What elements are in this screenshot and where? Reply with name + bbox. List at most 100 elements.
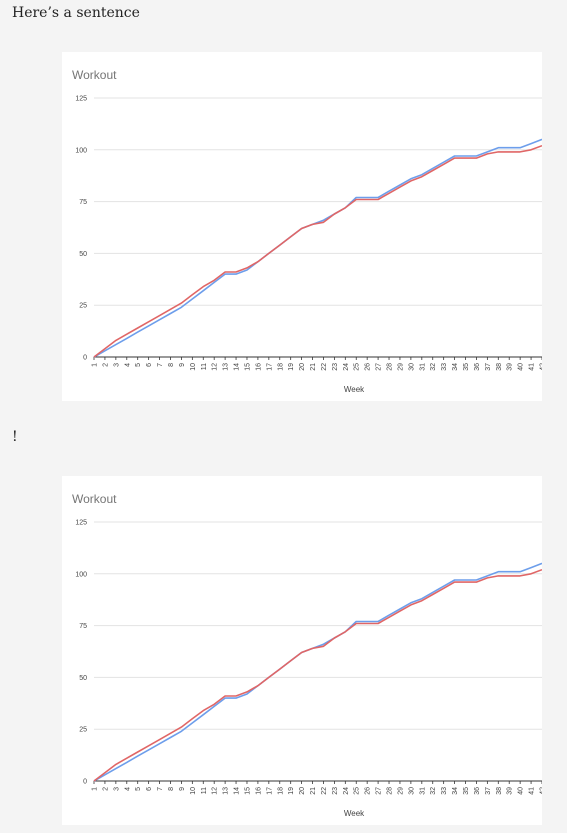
x-tick-label: 9 [179, 363, 186, 367]
x-tick-label: 26 [365, 787, 372, 795]
x-tick-label: 41 [529, 363, 536, 371]
x-axis-title: Week [344, 385, 365, 394]
x-tick-label: 42 [540, 787, 543, 795]
x-tick-label: 34 [452, 787, 459, 795]
x-tick-label: 20 [299, 787, 306, 795]
x-tick-label: 22 [321, 787, 328, 795]
y-tick-label: 100 [75, 147, 87, 154]
chart-title: Workout [72, 68, 117, 82]
x-tick-label: 19 [288, 363, 295, 371]
x-tick-label: 11 [201, 363, 208, 370]
x-tick-label: 38 [496, 787, 503, 795]
x-tick-label: 15 [244, 363, 251, 371]
x-tick-label: 39 [507, 363, 514, 371]
y-tick-label: 0 [83, 355, 87, 362]
x-tick-label: 8 [168, 787, 175, 791]
x-tick-label: 17 [266, 363, 273, 371]
x-tick-label: 5 [135, 787, 142, 791]
x-tick-label: 42 [540, 363, 543, 371]
x-tick-label: 24 [343, 363, 350, 371]
x-tick-label: 31 [419, 787, 426, 795]
x-tick-label: 7 [157, 363, 164, 367]
x-tick-label: 28 [387, 787, 394, 795]
x-tick-label: 14 [234, 787, 241, 795]
x-tick-label: 21 [310, 787, 317, 795]
x-tick-label: 14 [234, 363, 241, 371]
x-tick-label: 18 [277, 787, 284, 795]
x-tick-label: 32 [430, 787, 437, 795]
x-tick-label: 40 [518, 363, 525, 371]
x-tick-label: 26 [365, 363, 372, 371]
x-tick-label: 15 [244, 787, 251, 795]
chart-card: Workout 0 25 50 75 100 125 1 2 3 4 5 6 7 8 9 10 11 12 13 14… [62, 476, 542, 825]
x-tick-label: 39 [507, 787, 514, 795]
x-tick-label: 11 [201, 787, 208, 794]
y-tick-label: 100 [75, 571, 87, 578]
x-tick-label: 4 [124, 787, 131, 791]
x-tick-label: 9 [179, 787, 186, 791]
x-tick-label: 41 [529, 787, 536, 795]
exclamation-text: ! [12, 429, 18, 445]
y-tick-label: 25 [79, 727, 87, 734]
sentence-text: Here’s a sentence [12, 5, 140, 21]
x-tick-label: 6 [146, 363, 153, 367]
x-tick-label: 17 [266, 787, 273, 795]
x-tick-label: 13 [223, 363, 230, 371]
x-tick-label: 31 [419, 363, 426, 371]
series-line [93, 562, 542, 782]
y-tick-label: 75 [79, 199, 87, 206]
x-tick-label: 19 [288, 787, 295, 795]
x-tick-label: 29 [397, 363, 404, 371]
y-tick-label: 75 [79, 623, 87, 630]
y-tick-label: 125 [75, 96, 87, 103]
x-tick-label: 21 [310, 363, 317, 371]
series-line [93, 144, 542, 358]
x-tick-label: 27 [376, 363, 383, 371]
x-axis-title: Week [344, 809, 365, 818]
x-tick-label: 2 [102, 363, 109, 367]
x-tick-label: 1 [92, 787, 99, 791]
x-tick-label: 22 [321, 363, 328, 371]
x-tick-label: 37 [485, 363, 492, 371]
x-tick-label: 29 [397, 787, 404, 795]
x-tick-label: 34 [452, 363, 459, 371]
x-tick-label: 10 [190, 787, 197, 795]
x-tick-label: 32 [430, 363, 437, 371]
x-tick-label: 8 [168, 363, 175, 367]
x-tick-label: 3 [113, 787, 120, 791]
x-tick-label: 25 [354, 363, 361, 371]
x-tick-label: 27 [376, 787, 383, 795]
x-tick-label: 37 [485, 787, 492, 795]
y-tick-label: 0 [83, 779, 87, 786]
x-tick-label: 6 [146, 787, 153, 791]
x-tick-label: 1 [92, 363, 99, 367]
series-line [93, 138, 542, 358]
x-tick-label: 2 [102, 787, 109, 791]
x-tick-label: 18 [277, 363, 284, 371]
x-tick-label: 12 [212, 787, 219, 795]
x-tick-label: 13 [223, 787, 230, 795]
x-tick-label: 35 [463, 787, 470, 795]
x-tick-label: 40 [518, 787, 525, 795]
x-tick-label: 35 [463, 363, 470, 371]
x-tick-label: 7 [157, 787, 164, 791]
y-tick-label: 50 [79, 251, 87, 258]
y-tick-label: 25 [79, 303, 87, 310]
x-tick-label: 24 [343, 787, 350, 795]
x-tick-label: 33 [441, 787, 448, 795]
x-tick-label: 30 [408, 787, 415, 795]
x-tick-label: 16 [255, 363, 262, 371]
x-tick-label: 20 [299, 363, 306, 371]
chart-title: Workout [72, 492, 117, 506]
x-tick-label: 12 [212, 363, 219, 371]
x-tick-label: 10 [190, 363, 197, 371]
x-tick-label: 30 [408, 363, 415, 371]
y-tick-label: 50 [79, 675, 87, 682]
x-tick-label: 28 [387, 363, 394, 371]
x-tick-label: 23 [332, 363, 339, 371]
x-tick-label: 25 [354, 787, 361, 795]
series-line [93, 568, 542, 782]
x-tick-label: 36 [474, 363, 481, 371]
